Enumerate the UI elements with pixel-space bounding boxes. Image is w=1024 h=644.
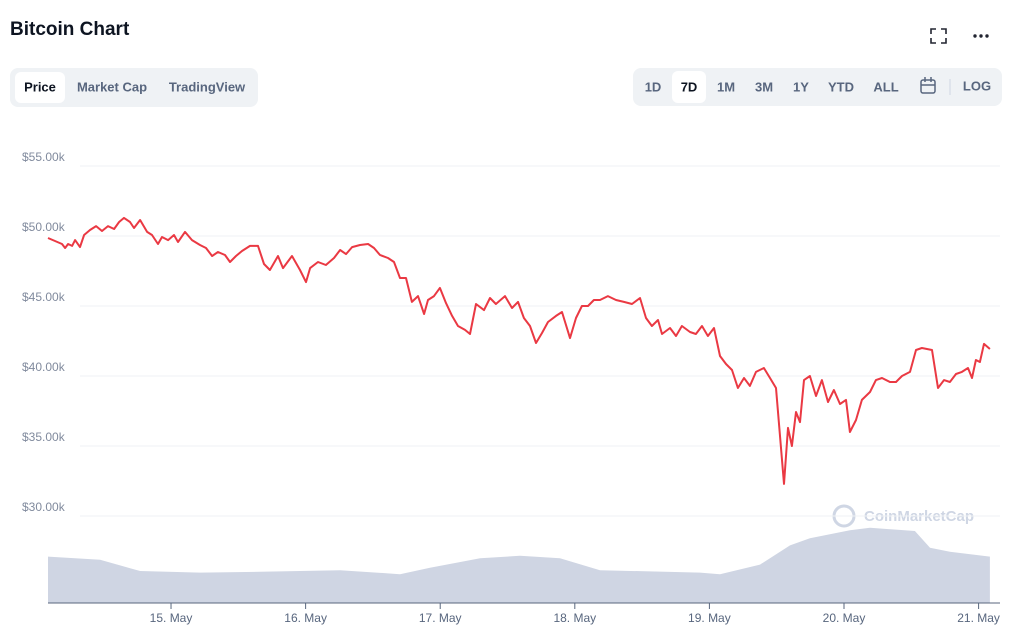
tab-active-bg <box>15 72 65 103</box>
x-tick-label: 21. May <box>957 611 1000 625</box>
y-tick-label: $40.00k <box>22 360 66 374</box>
y-tick-label: $35.00k <box>22 430 66 444</box>
x-tick-label: 18. May <box>553 611 596 625</box>
tab[interactable]: TradingView <box>169 79 246 94</box>
range-button[interactable]: 1Y <box>793 79 809 94</box>
x-tick-label: 19. May <box>688 611 731 625</box>
y-tick-label: $30.00k <box>22 500 66 514</box>
range-button[interactable]: ALL <box>873 79 898 94</box>
chart-title: Bitcoin Chart <box>10 19 130 40</box>
range-button[interactable]: 7D <box>681 79 698 94</box>
x-tick-label: 20. May <box>823 611 866 625</box>
range-button[interactable]: 1D <box>645 79 662 94</box>
range-button[interactable]: YTD <box>828 79 854 94</box>
volume-area <box>48 527 990 603</box>
price-line <box>47 216 991 485</box>
x-tick-label: 15. May <box>150 611 193 625</box>
fullscreen-icon[interactable] <box>930 28 947 44</box>
y-tick-label: $45.00k <box>22 290 66 304</box>
range-button[interactable]: 3M <box>755 79 773 94</box>
log-button[interactable]: LOG <box>963 78 991 93</box>
calendar-icon[interactable] <box>920 77 936 94</box>
tab-group <box>10 68 258 107</box>
range-active-bg <box>672 71 706 103</box>
x-tick-label: 17. May <box>419 611 462 625</box>
y-tick-label: $50.00k <box>22 220 66 234</box>
more-icon[interactable] <box>973 34 989 38</box>
y-tick-label: $55.00k <box>22 150 66 164</box>
tab[interactable]: Price <box>24 79 56 94</box>
range-button[interactable]: 1M <box>717 79 735 94</box>
range-group <box>633 68 1002 106</box>
x-tick-label: 16. May <box>284 611 327 625</box>
tab[interactable]: Market Cap <box>77 79 147 94</box>
